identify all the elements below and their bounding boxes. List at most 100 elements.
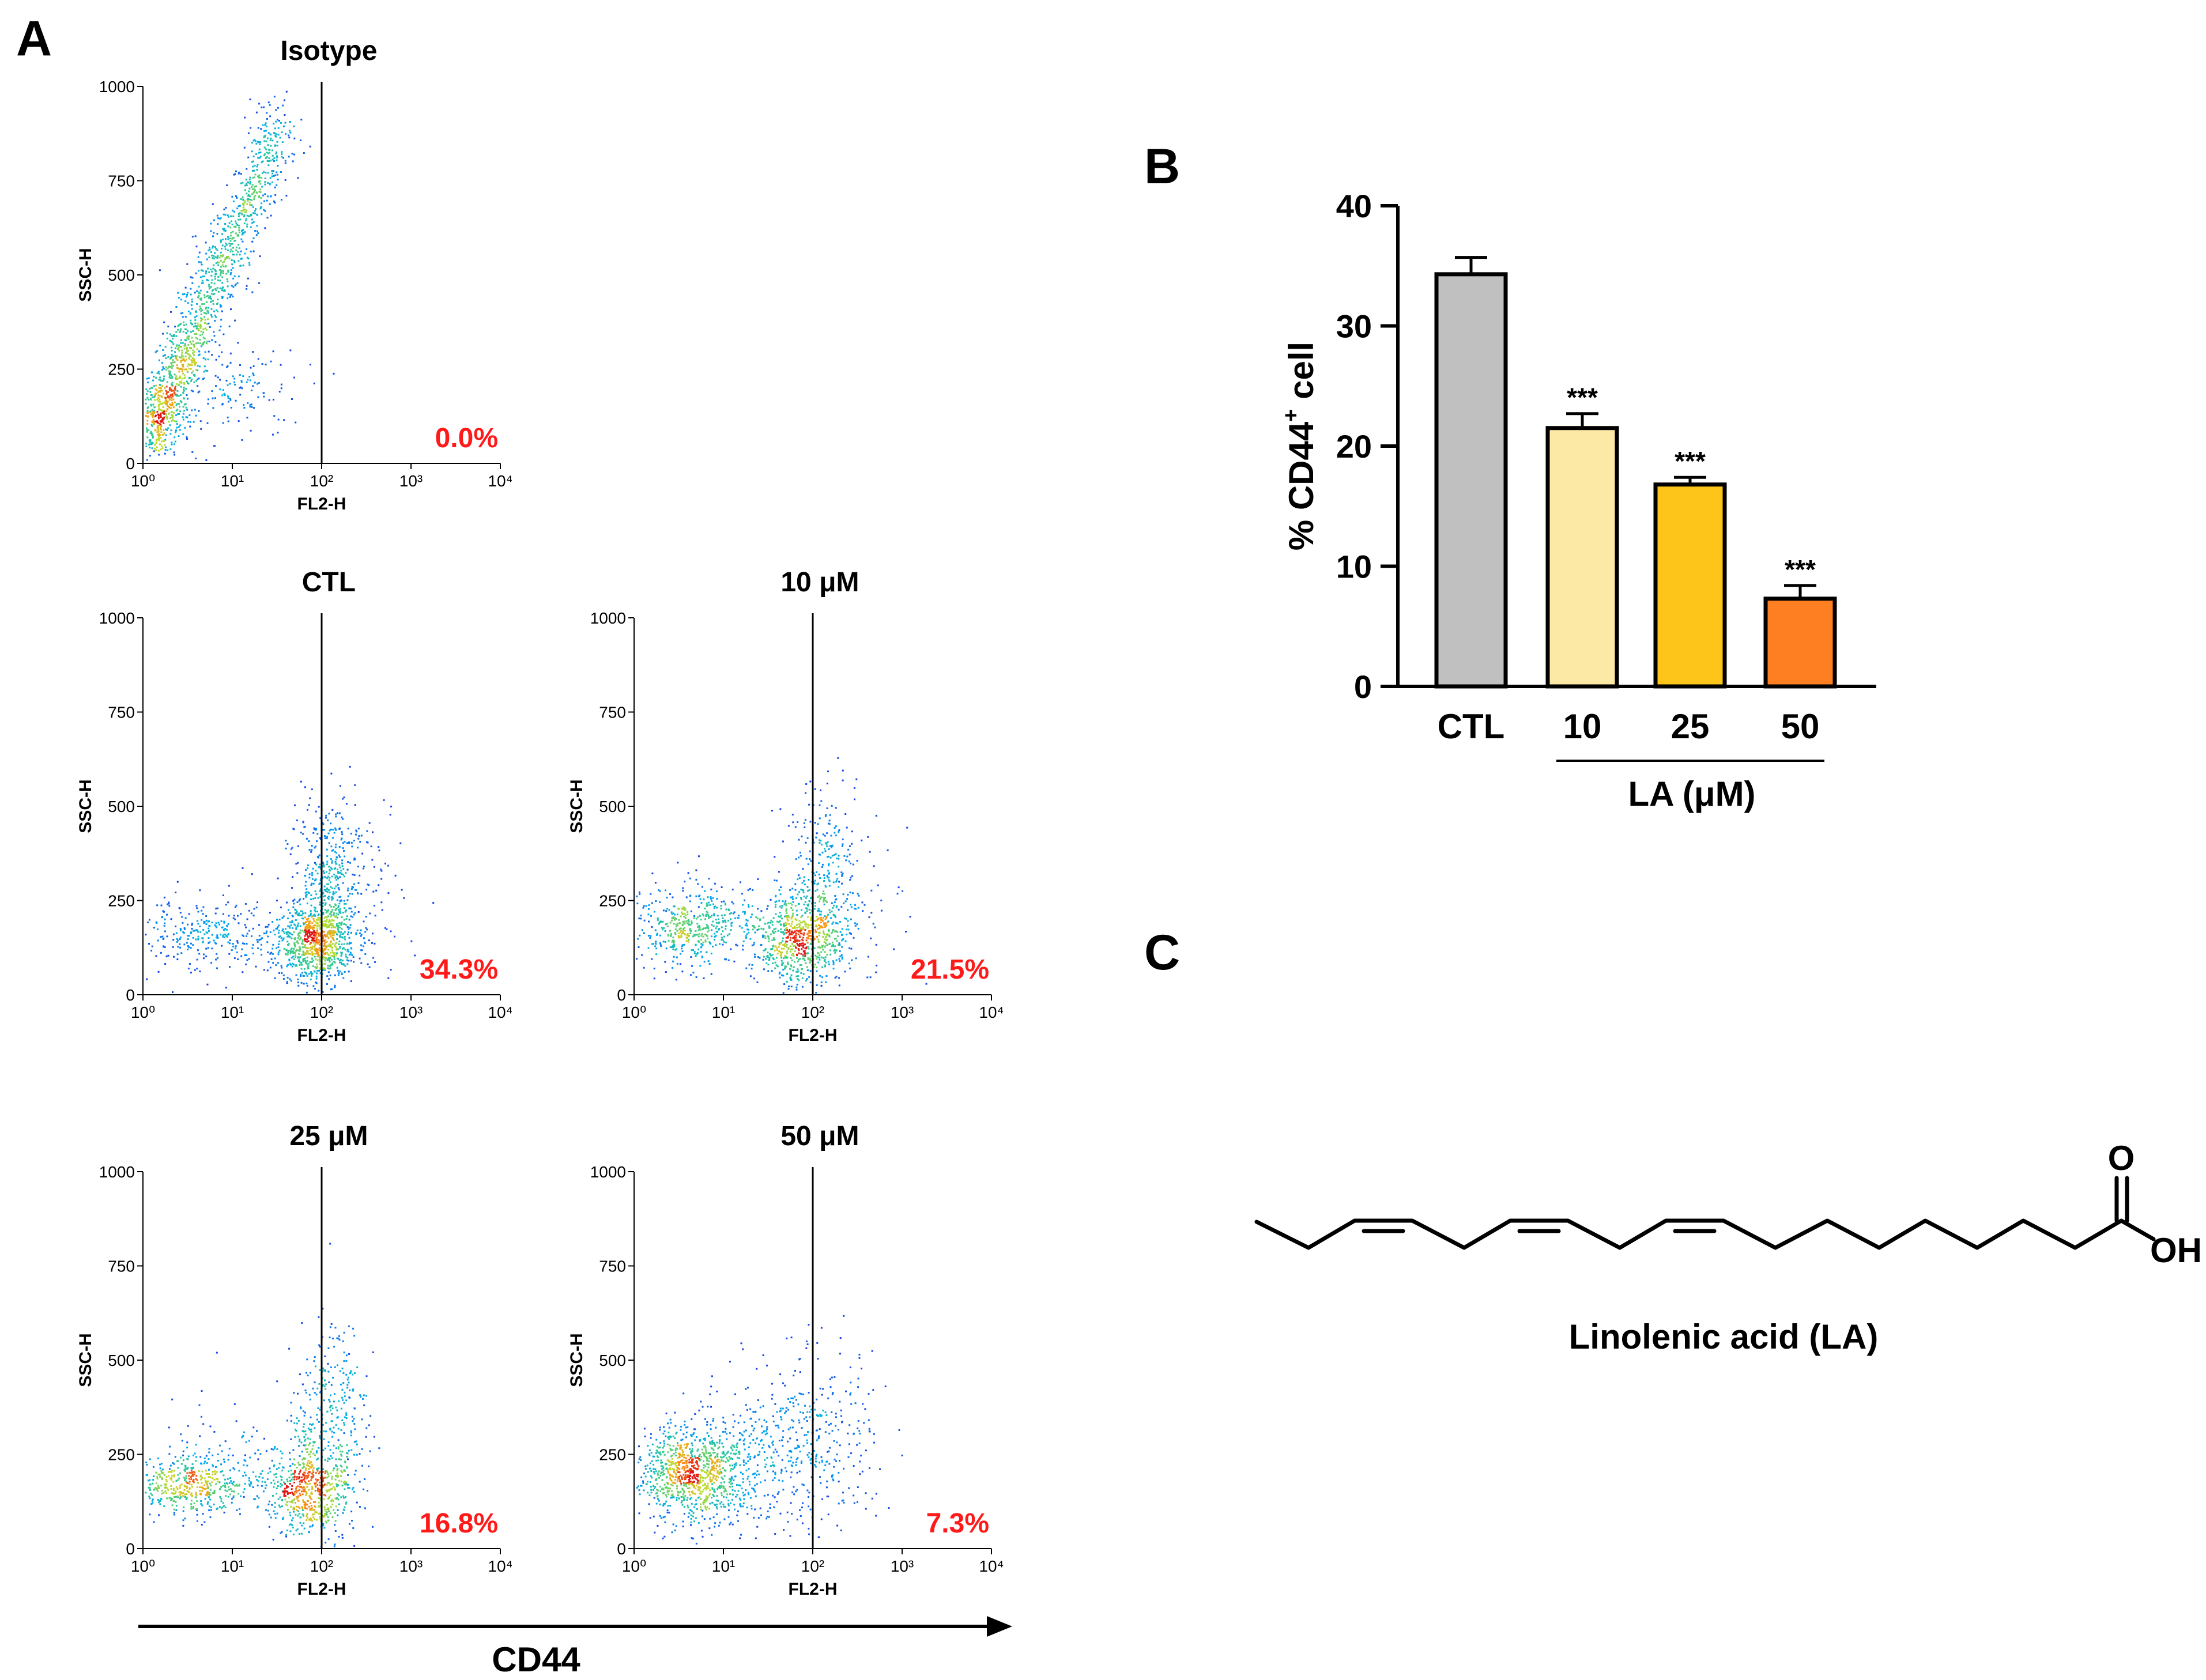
event-point — [782, 840, 784, 843]
event-point — [276, 927, 278, 930]
event-point — [792, 937, 794, 939]
event-point — [341, 972, 343, 975]
event-point — [272, 1538, 274, 1541]
event-point — [227, 225, 229, 228]
event-point — [213, 331, 215, 333]
event-point — [334, 926, 337, 928]
event-point — [346, 933, 349, 935]
y-tick-label: 750 — [108, 172, 135, 190]
event-point — [790, 907, 793, 909]
event-point — [153, 423, 155, 425]
event-point — [328, 866, 330, 868]
event-point — [659, 943, 662, 946]
event-point — [319, 1517, 322, 1520]
event-point — [257, 396, 259, 398]
event-point — [150, 443, 153, 446]
event-point — [277, 962, 280, 964]
event-point — [823, 930, 825, 933]
event-point — [800, 922, 802, 924]
event-point — [307, 935, 309, 937]
event-point — [175, 431, 176, 433]
event-point — [149, 447, 151, 449]
event-point — [196, 290, 198, 292]
event-point — [249, 406, 251, 408]
event-point — [328, 813, 330, 815]
event-point — [798, 839, 800, 841]
event-point — [184, 316, 187, 318]
event-point — [705, 913, 707, 916]
event-point — [701, 933, 703, 935]
event-point — [295, 974, 297, 976]
event-point — [185, 406, 187, 409]
event-point — [277, 107, 279, 109]
event-point — [343, 943, 345, 945]
event-point — [186, 347, 188, 349]
event-point — [182, 316, 184, 318]
event-point — [655, 943, 657, 945]
event-point — [322, 949, 324, 952]
event-point — [273, 123, 275, 124]
event-point — [850, 904, 852, 906]
event-point — [813, 938, 816, 940]
event-point — [341, 862, 344, 864]
event-point — [289, 912, 291, 914]
event-point — [371, 942, 373, 944]
event-point — [221, 247, 223, 250]
event-point — [194, 322, 197, 324]
event-point — [226, 184, 228, 186]
event-point — [242, 934, 244, 937]
event-point — [250, 403, 252, 406]
event-point — [318, 919, 320, 921]
event-point — [334, 903, 337, 905]
event-point — [785, 965, 787, 968]
event-point — [206, 291, 209, 293]
event-point — [838, 855, 840, 857]
event-point — [179, 375, 181, 377]
event-point — [785, 915, 787, 917]
event-point — [178, 413, 180, 415]
event-point — [810, 927, 813, 929]
event-point — [304, 952, 307, 954]
event-point — [208, 285, 210, 288]
event-point — [180, 401, 183, 403]
event-point — [182, 365, 184, 368]
event-point — [210, 316, 213, 318]
event-point — [309, 943, 311, 945]
event-point — [172, 417, 174, 418]
event-point — [242, 196, 244, 198]
event-point — [329, 1483, 331, 1486]
event-point — [796, 940, 798, 942]
event-point — [748, 964, 751, 966]
event-point — [187, 382, 188, 384]
event-point — [282, 937, 285, 939]
event-point — [191, 300, 193, 303]
event-point — [267, 164, 270, 167]
event-point — [228, 325, 231, 327]
event-point — [221, 262, 224, 264]
event-point — [834, 938, 836, 940]
event-point — [206, 341, 208, 343]
event-point — [803, 879, 805, 882]
event-point — [745, 919, 748, 921]
event-point — [234, 383, 236, 386]
event-point — [677, 922, 679, 924]
event-point — [203, 957, 205, 960]
event-point — [223, 922, 225, 924]
event-point — [352, 956, 355, 958]
event-point — [831, 941, 834, 943]
event-point — [800, 897, 802, 899]
event-point — [828, 864, 830, 867]
event-point — [244, 209, 247, 211]
x-tick-label: 10³ — [891, 1003, 914, 1021]
event-point — [164, 397, 167, 399]
event-point — [178, 324, 180, 326]
event-point — [330, 896, 333, 898]
event-point — [325, 948, 327, 950]
event-point — [169, 389, 171, 391]
event-point — [201, 303, 203, 305]
event-point — [772, 958, 775, 960]
event-point — [163, 378, 165, 380]
event-point — [289, 1523, 292, 1526]
event-point — [330, 822, 332, 825]
event-point — [289, 950, 292, 953]
